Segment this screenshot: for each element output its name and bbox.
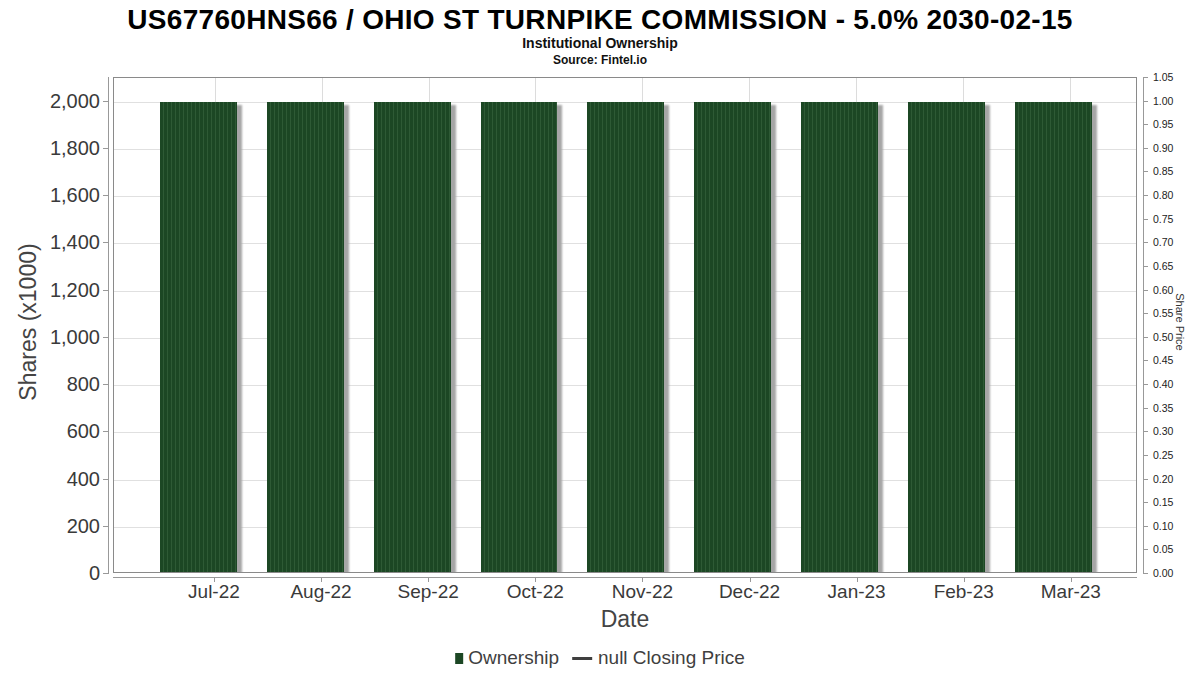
x-tick-label: Jan-23	[828, 581, 886, 603]
y2-tick-label: 0.60	[1153, 284, 1173, 296]
y2-tick-label: 0.90	[1153, 142, 1173, 154]
y2-tick-label: 0.75	[1153, 213, 1173, 225]
bottom-axis-spine	[113, 577, 1137, 578]
y-tick-label: 1,000	[50, 325, 100, 348]
chart-subtitle: Institutional Ownership	[0, 35, 1200, 51]
y2-tick-label: 0.95	[1153, 118, 1173, 130]
y2-tick-label: 0.85	[1153, 165, 1173, 177]
y-tick-label: 200	[67, 514, 100, 537]
y2-tick-label: 0.70	[1153, 236, 1173, 248]
x-tick-label: Feb-23	[934, 581, 994, 603]
bar	[374, 102, 451, 572]
y2-tick-label: 0.05	[1153, 543, 1173, 555]
y2-tick-label: 0.65	[1153, 260, 1173, 272]
x-tick-label: Aug-22	[290, 581, 351, 603]
y-tick-label: 1,400	[50, 231, 100, 254]
y2-tick-label: 0.15	[1153, 496, 1173, 508]
y2-tick-label: 0.35	[1153, 402, 1173, 414]
y-tick-label: 2,000	[50, 89, 100, 112]
x-tick-label: Oct-22	[507, 581, 564, 603]
right-axis-spine	[1143, 77, 1144, 573]
ownership-swatch-icon	[455, 653, 463, 664]
y2-tick-label: 1.05	[1153, 71, 1173, 83]
y2-tick-label: 0.20	[1153, 473, 1173, 485]
y2-tick-label: 0.55	[1153, 307, 1173, 319]
y-axis-label: Shares (x1000)	[15, 243, 42, 400]
y2-tick-label: 0.00	[1153, 567, 1173, 579]
y2-tick-label: 0.50	[1153, 331, 1173, 343]
y-tick-label: 1,800	[50, 136, 100, 159]
chart-title: US67760HNS66 / OHIO ST TURNPIKE COMMISSI…	[0, 4, 1200, 36]
y2-tick-label: 0.10	[1153, 520, 1173, 532]
legend-label-ownership: Ownership	[468, 647, 559, 669]
bar	[801, 102, 878, 572]
y2-tick-label: 1.00	[1153, 95, 1173, 107]
y-tick-label: 1,600	[50, 184, 100, 207]
y2-tick-label: 0.45	[1153, 354, 1173, 366]
y2-axis-label: Share Price	[1174, 293, 1186, 350]
y2-tick-label: 0.25	[1153, 449, 1173, 461]
bar	[267, 102, 344, 572]
closing-price-line-icon	[572, 657, 592, 660]
institutional-ownership-chart: US67760HNS66 / OHIO ST TURNPIKE COMMISSI…	[0, 0, 1200, 675]
y-tick-mark	[103, 573, 109, 574]
bar	[1015, 102, 1092, 572]
x-tick-label: Sep-22	[398, 581, 459, 603]
plot-area	[113, 77, 1137, 573]
y-tick-label: 0	[89, 562, 100, 585]
y-tick-label: 400	[67, 467, 100, 490]
x-tick-label: Nov-22	[612, 581, 673, 603]
bar	[908, 102, 985, 572]
bar	[694, 102, 771, 572]
x-axis-label: Date	[601, 606, 650, 633]
y-tick-label: 800	[67, 373, 100, 396]
bar	[587, 102, 664, 572]
y2-tick-label: 0.40	[1153, 378, 1173, 390]
legend-label-closing-price: null Closing Price	[598, 647, 745, 669]
y2-tick-label: 0.80	[1153, 189, 1173, 201]
y2-tick-mark	[1143, 573, 1148, 574]
x-tick-label: Jul-22	[188, 581, 240, 603]
legend: Ownership null Closing Price	[455, 647, 745, 669]
bar	[160, 102, 237, 572]
left-axis-spine	[108, 77, 109, 573]
x-tick-label: Mar-23	[1041, 581, 1101, 603]
y-tick-label: 600	[67, 420, 100, 443]
bar	[481, 102, 558, 572]
x-tick-label: Dec-22	[719, 581, 780, 603]
y2-tick-label: 0.30	[1153, 425, 1173, 437]
y-tick-label: 1,200	[50, 278, 100, 301]
chart-source: Source: Fintel.io	[0, 53, 1200, 67]
